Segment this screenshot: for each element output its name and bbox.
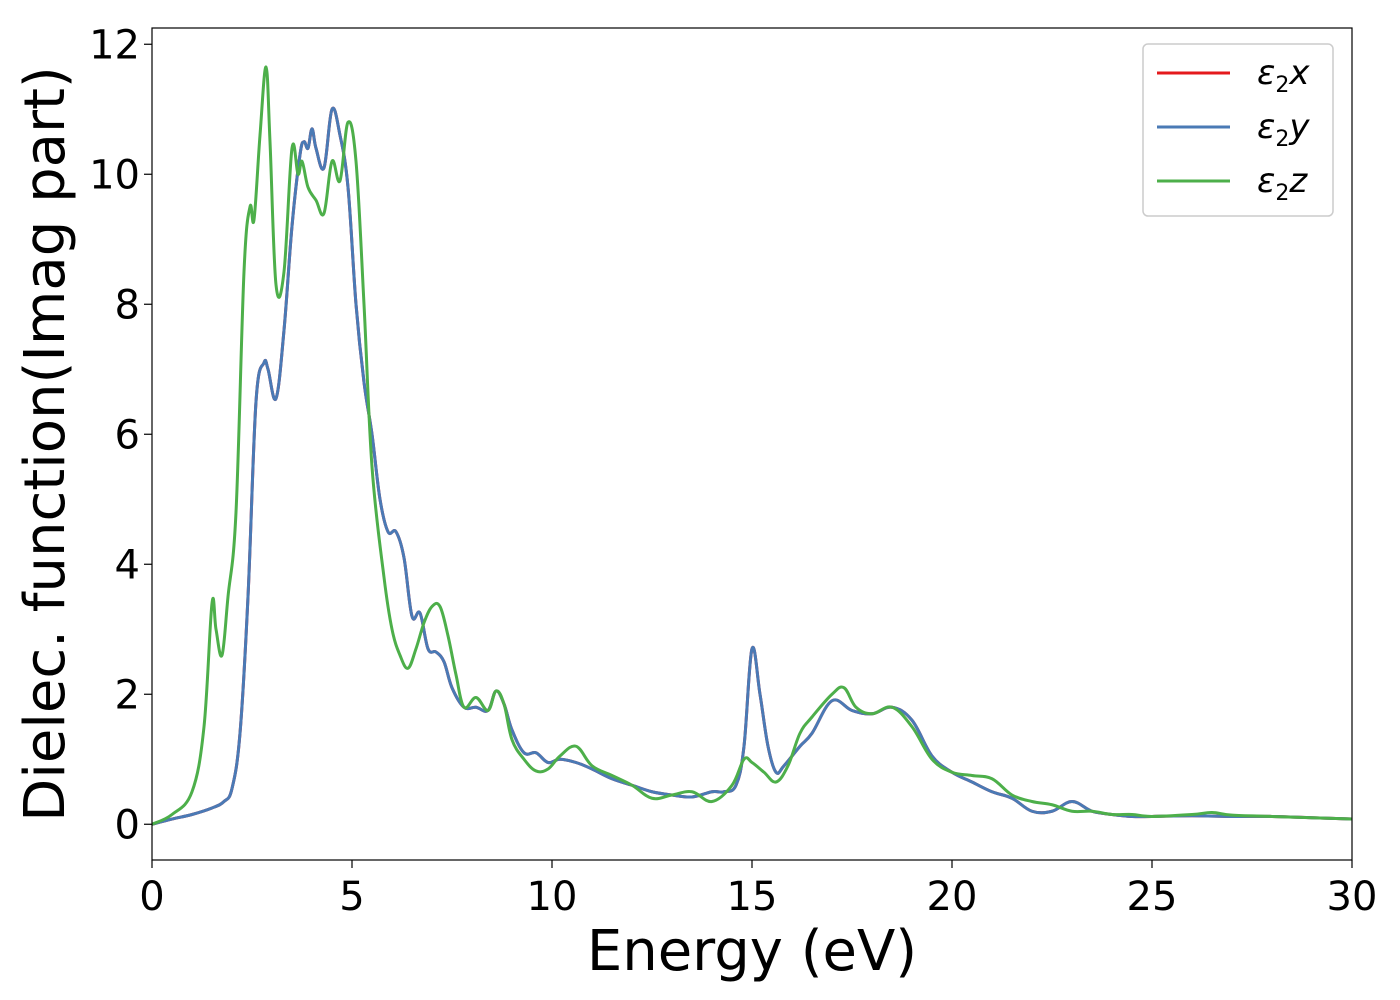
legend-label-x: ε2x <box>1257 53 1310 98</box>
legend: ε2x ε2y ε2z <box>1142 43 1334 217</box>
y-tick-label: 4 <box>115 542 140 588</box>
y-tick-label: 10 <box>89 152 140 198</box>
x-tick-label: 30 <box>1327 874 1378 920</box>
y-axis-ticks: 0 2 4 6 8 10 12 <box>89 22 152 848</box>
y-tick-label: 2 <box>115 672 140 718</box>
x-tick-label: 0 <box>139 874 164 920</box>
legend-label-y: ε2y <box>1257 107 1310 152</box>
x-tick-label: 5 <box>339 874 364 920</box>
y-tick-label: 6 <box>115 412 140 458</box>
x-tick-label: 15 <box>727 874 778 920</box>
series-line-y <box>152 106 1352 826</box>
y-tick-label: 8 <box>115 282 140 328</box>
series-line-z <box>152 65 1352 826</box>
y-tick-label: 0 <box>115 802 140 848</box>
x-tick-label: 10 <box>527 874 578 920</box>
x-tick-label: 25 <box>1127 874 1178 920</box>
x-tick-label: 20 <box>927 874 978 920</box>
y-tick-label: 12 <box>89 22 140 68</box>
series-layer <box>152 65 1352 826</box>
legend-label-z: ε2z <box>1257 161 1308 206</box>
x-axis-title: Energy (eV) <box>587 919 917 984</box>
legend-box <box>1142 43 1334 217</box>
x-axis-ticks: 0 5 10 15 20 25 30 <box>139 860 1377 920</box>
y-axis-title: Dielec. function(Imag part) <box>13 66 78 822</box>
